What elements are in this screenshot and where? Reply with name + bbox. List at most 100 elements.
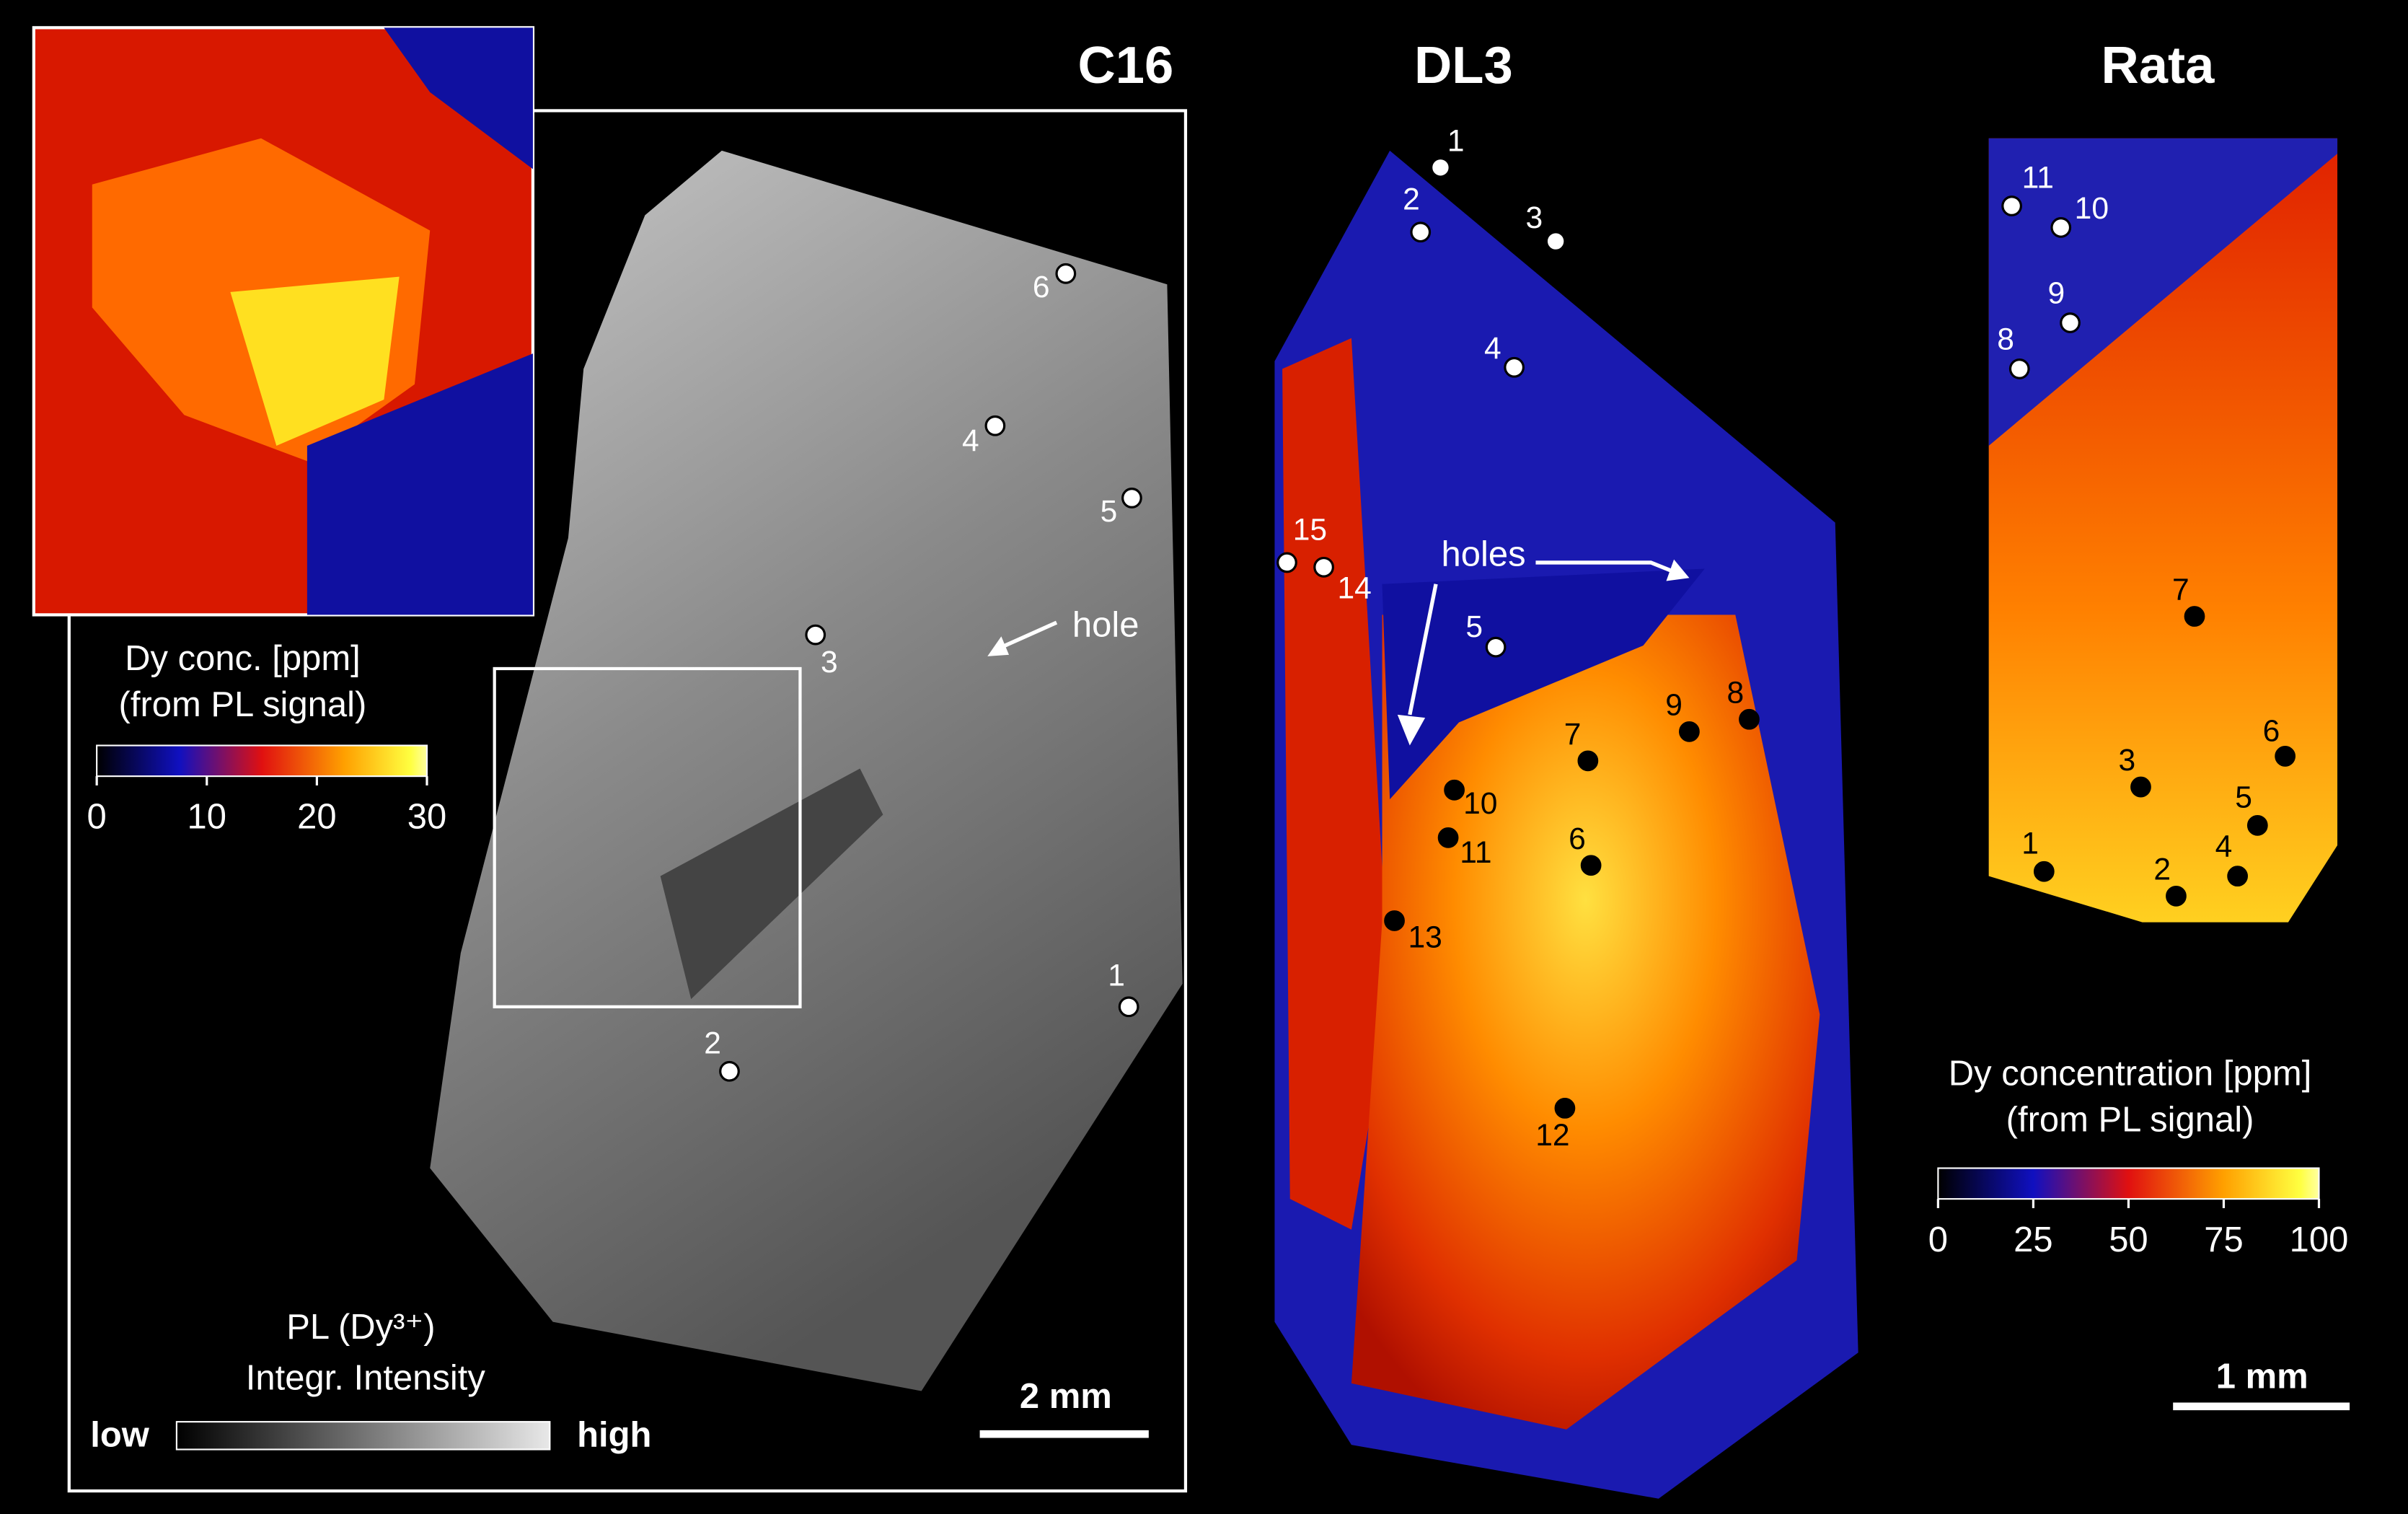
spot [2246,814,2268,836]
spot-label: 8 [1997,322,2014,356]
arrow [1535,560,1675,574]
colorbar-tick-label: 20 [297,798,336,837]
colorbar-tick-label: 10 [188,798,226,837]
colorbar-tick-label: 30 [407,798,446,837]
spot [1577,750,1599,772]
colorbar [96,744,428,778]
spot-label: 5 [1101,494,1118,529]
spot [2275,746,2296,767]
spot [1739,708,1760,730]
spot [1276,552,1297,573]
spot [2033,861,2055,882]
colorbar-tick-label: 0 [1928,1220,1948,1259]
dl3-core [1351,615,1820,1430]
legend-title: PL (Dy³⁺) [286,1308,435,1347]
inset-blue [384,27,533,170]
spot-label: 7 [2172,573,2189,607]
spot-label: 9 [1665,687,1682,722]
colorbar-tick-label: 100 [2290,1220,2349,1259]
panel-title: C16 [1078,36,1174,94]
spot [984,415,1006,436]
panel-frame [67,109,1188,1493]
spot [1437,827,1459,848]
spot-label: 5 [2235,780,2252,814]
rata-blue [1988,138,2338,446]
panel-title: DL3 [1414,36,1513,94]
spot-label: 15 [1293,513,1327,547]
spot [1430,157,1451,178]
spot-label: 6 [1033,270,1050,304]
spot-label: 5 [1465,609,1483,644]
spot-label: 8 [1726,675,1744,710]
spot [719,1060,740,1082]
spot [1545,231,1566,252]
spot-label: 3 [821,645,838,679]
colorbar-tick-label: 50 [2109,1220,2148,1259]
colorbar-title: (from PL signal) [119,685,367,724]
zoom-box [493,666,802,1008]
spot [1118,996,1139,1018]
spot-label: 1 [2021,826,2039,861]
spot-label: 4 [1484,331,1501,366]
colorbar-tick-label: 75 [2204,1220,2243,1259]
colorbar [1937,1167,2320,1200]
legend-low: low [90,1415,150,1454]
spot [1485,636,1507,658]
spot [2001,195,2022,216]
spot-label: 11 [2022,161,2054,195]
spot-label: 1 [1447,123,1465,158]
colorbar-title: Dy conc. [ppm] [125,639,361,678]
legend-subtitle: Integr. Intensity [246,1359,486,1398]
spot [805,624,826,646]
spot-label: 7 [1564,717,1582,752]
spot-label: 9 [2048,276,2065,310]
spot [1444,779,1465,801]
panel-title: Rata [2101,36,2215,94]
arrow-head [1397,714,1426,746]
spot-label: 1 [1108,959,1125,993]
spot [1313,556,1334,578]
spot [2060,312,2081,333]
arrow [1408,584,1438,716]
spot-label: 6 [1569,822,1586,856]
spot-label: 10 [1463,786,1497,821]
colorbar-tick-label: 25 [2014,1220,2052,1259]
spot [1410,221,1432,243]
spot [1384,910,1405,931]
annotation: hole [1072,605,1139,644]
spot-label: 2 [2153,852,2171,886]
spot-label: 14 [1338,571,1372,606]
scale-bar-label: 1 mm [2216,1357,2308,1396]
spot-label: 13 [1408,920,1442,954]
inset-core [230,276,400,446]
spot [1121,488,1142,509]
spot-label: 4 [962,423,979,458]
dl3-hole-zone [1382,568,1705,800]
inset-blue [306,353,533,615]
spot [1580,855,1602,876]
spot [2227,866,2249,887]
spot-label: 10 [2075,191,2109,226]
arrow-head [987,636,1010,656]
spot [1504,356,1525,378]
spot [2130,776,2151,798]
dl3-rim [1282,338,1390,1230]
spot [2166,885,2187,907]
spot [1554,1098,1576,1119]
spot-label: 6 [2263,714,2280,749]
spot [1055,263,1077,284]
spot-label: 2 [1403,182,1420,216]
spot-label: 2 [704,1026,721,1060]
spot [2050,216,2072,238]
legend-high: high [577,1415,651,1454]
scale-bar-label: 2 mm [1020,1377,1112,1416]
arrow [997,620,1058,651]
spot [2008,358,2030,379]
spot-label: 11 [1460,835,1491,870]
spot-label: 3 [1525,201,1543,235]
dark-zone [660,768,883,1000]
crystal-c16 [430,150,1183,1391]
spot-label: 3 [2118,743,2135,778]
